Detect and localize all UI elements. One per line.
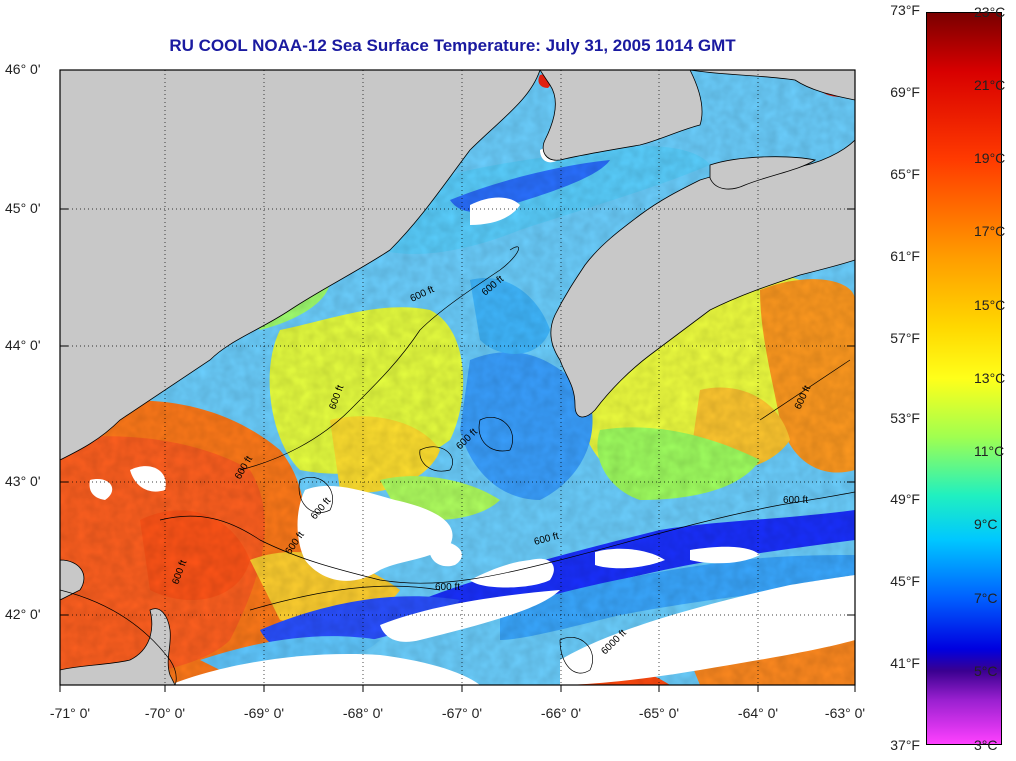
map-title: RU COOL NOAA-12 Sea Surface Temperature:…: [169, 36, 736, 55]
latitude-label: 46° 0': [5, 61, 41, 77]
colorbar-c-label: 19°C: [974, 150, 1006, 166]
contour-label: 600 ft: [435, 582, 460, 593]
contour-label: 600 ft: [783, 495, 808, 506]
colorbar-f-label: 37°F: [890, 737, 920, 753]
colorbar-f-label: 57°F: [890, 330, 920, 346]
land-masses: [60, 70, 855, 685]
longitude-label: -69° 0': [243, 705, 285, 721]
colorbar-c-label: 21°C: [974, 77, 1006, 93]
colorbar-c-label: 17°C: [974, 223, 1006, 239]
cloud-mask: [89, 147, 855, 685]
colorbar-c-label: 13°C: [974, 370, 1006, 386]
latitude-label: 42° 0': [5, 606, 41, 622]
colorbar-c-label: 15°C: [974, 297, 1006, 313]
latitude-label: 44° 0': [5, 337, 41, 353]
colorbar-f-label: 53°F: [890, 410, 920, 426]
colorbar-f-label: 65°F: [890, 166, 920, 182]
colorbar-f-label: 73°F: [890, 2, 920, 18]
longitude-label: -67° 0': [441, 705, 483, 721]
colorbar-f-label: 61°F: [890, 248, 920, 264]
colorbar-c-label: 5°C: [974, 663, 998, 679]
longitude-label: -71° 0': [49, 705, 91, 721]
sea-surface-temperature-map[interactable]: 600 ft 600 ft 600 ft 600 ft 600 ft 600 f…: [0, 0, 870, 720]
longitude-label: -64° 0': [737, 705, 779, 721]
colorbar-c-label: 3°C: [974, 737, 998, 753]
longitude-label: -70° 0': [144, 705, 186, 721]
longitude-label: -68° 0': [342, 705, 384, 721]
longitude-label: -66° 0': [540, 705, 582, 721]
colorbar-c-label: 7°C: [974, 590, 998, 606]
graticule: [60, 70, 855, 685]
bathymetry-contours: [60, 246, 855, 685]
colorbar-f-label: 69°F: [890, 84, 920, 100]
longitude-label: -63° 0': [824, 705, 866, 721]
latitude-label: 45° 0': [5, 200, 41, 216]
temperature-colorbar: [926, 12, 1002, 745]
axis-ticks: [59, 69, 856, 692]
latitude-label: 43° 0': [5, 473, 41, 489]
colorbar-f-label: 45°F: [890, 573, 920, 589]
colorbar-c-label: 11°C: [974, 443, 1005, 459]
colorbar-f-label: 41°F: [890, 655, 920, 671]
colorbar-c-label: 9°C: [974, 516, 998, 532]
map-frame: [59, 69, 856, 686]
colorbar-c-label: 23°C: [974, 4, 1006, 20]
longitude-label: -65° 0': [638, 705, 680, 721]
colorbar-f-label: 49°F: [890, 491, 920, 507]
